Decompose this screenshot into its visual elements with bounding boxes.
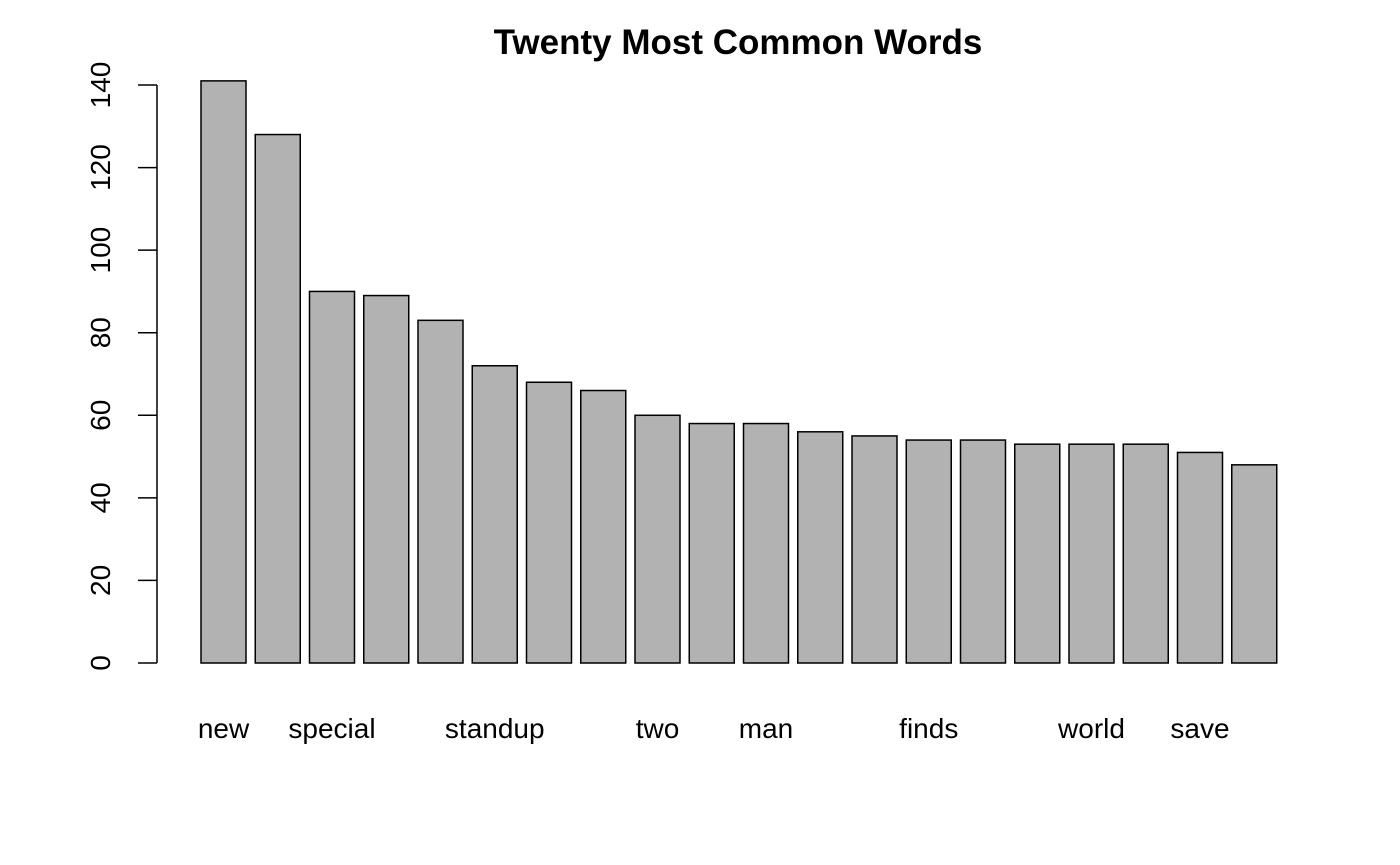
- bars: [200, 80, 1278, 664]
- bar-4: [363, 294, 410, 664]
- bar-2: [254, 133, 301, 664]
- x-tick-label: man: [739, 713, 793, 744]
- bar-17: [1068, 443, 1115, 664]
- y-tick-label: 0: [85, 655, 116, 671]
- y-tick-label: 100: [85, 227, 116, 274]
- y-tick-label: 20: [85, 565, 116, 596]
- x-tick-label: new: [198, 713, 250, 744]
- x-tick-label: standup: [445, 713, 545, 744]
- bar-1: [200, 80, 247, 664]
- bar-9: [634, 414, 681, 664]
- bar-3: [308, 290, 356, 664]
- bar-18: [1122, 443, 1169, 664]
- x-tick-label: two: [636, 713, 680, 744]
- bar-20: [1231, 464, 1278, 664]
- bar-11: [742, 422, 790, 664]
- y-tick-label: 80: [85, 317, 116, 348]
- x-tick-label: finds: [899, 713, 958, 744]
- x-tick-label: save: [1170, 713, 1229, 744]
- y-axis: 0 20 40 60 80 100 120 140: [85, 62, 158, 671]
- bar-15: [959, 439, 1007, 664]
- bar-14: [905, 439, 952, 664]
- bar-8: [580, 389, 627, 664]
- y-tick-label: 60: [85, 400, 116, 431]
- y-tick-label: 120: [85, 144, 116, 191]
- bar-5: [417, 319, 464, 664]
- x-tick-label: world: [1057, 713, 1125, 744]
- bar-7: [525, 381, 573, 664]
- bar-19: [1176, 451, 1224, 664]
- bar-13: [851, 435, 898, 664]
- bar-6: [471, 364, 518, 664]
- bar-10: [688, 422, 735, 664]
- x-axis-labels: new special standup two man finds world save: [198, 713, 1230, 744]
- x-tick-label: special: [288, 713, 375, 744]
- bar-12: [797, 431, 844, 664]
- chart-title: Twenty Most Common Words: [494, 23, 983, 62]
- y-tick-label: 140: [85, 62, 116, 109]
- bar-16: [1014, 443, 1061, 664]
- y-tick-label: 40: [85, 482, 116, 513]
